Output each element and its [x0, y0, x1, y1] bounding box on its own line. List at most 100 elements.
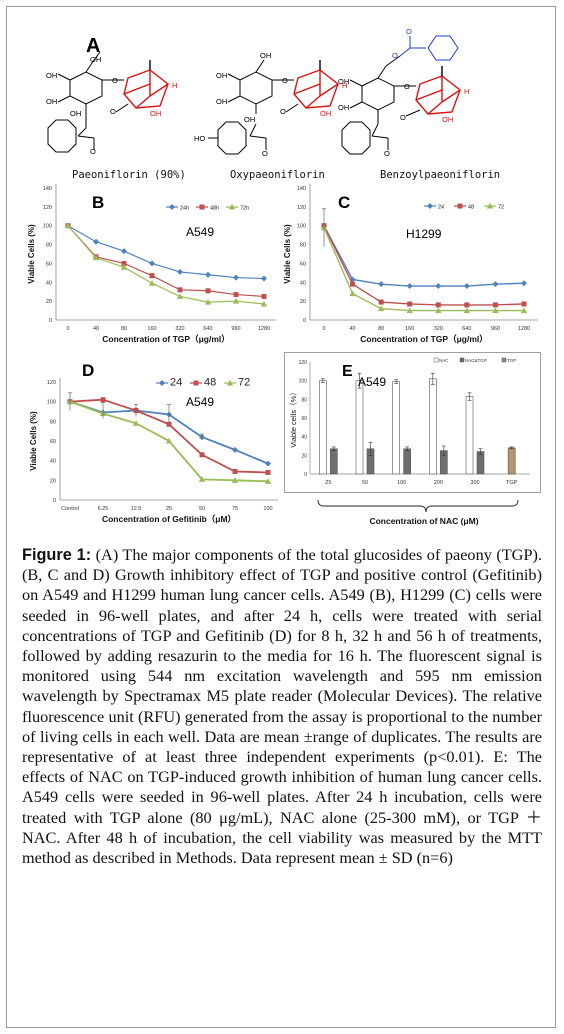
data-point: [261, 275, 267, 282]
data-point: [260, 300, 268, 307]
data-point: [265, 460, 271, 467]
y-axis-label: Viable cells（%）: [289, 388, 298, 447]
legend-label: 72: [498, 205, 504, 211]
chart-e: 0 20 40 60 80 100 120 25 50 100 200 300 TGP Viable ce…: [284, 352, 541, 526]
caption-text: (A) The major components of the total gl…: [22, 545, 542, 868]
x-tick-label: 320: [434, 326, 443, 332]
x-axis-label: Concentration of TGP（μg/ml）: [102, 334, 230, 344]
atom-label: HO: [194, 134, 205, 143]
x-axis-label: Concentration of TGP（μg/ml）: [360, 334, 488, 344]
data-point: [232, 468, 238, 474]
data-point: [261, 293, 267, 299]
data-point: [231, 477, 239, 483]
data-point: [176, 293, 184, 299]
panel-a-structures: A OH OH OH OH O OH H O O: [46, 27, 500, 181]
legend-label: 24: [438, 205, 444, 211]
legend-label: TGP: [507, 358, 516, 363]
legend-marker: [199, 204, 205, 210]
x-tick-label: 1280: [258, 326, 270, 332]
structure-oxypaeoniflorin: [208, 59, 286, 155]
legend-marker: [228, 203, 236, 210]
atom-label: O: [262, 149, 268, 158]
x-tick-label: 160: [405, 326, 414, 332]
atom-label: O: [90, 147, 96, 156]
data-point: [149, 273, 155, 279]
legend-label: 48: [468, 205, 474, 211]
series-line: [67, 225, 265, 298]
data-point: [521, 280, 527, 287]
x-tick-label: 640: [203, 326, 212, 332]
legend-marker: [226, 379, 234, 386]
data-point: [121, 260, 127, 266]
atom-label: OH: [260, 51, 271, 60]
atom-label: OH: [244, 115, 255, 124]
y-tick-label: 0: [303, 318, 306, 324]
figure-frame: [6, 6, 556, 1028]
atom-label: OH: [338, 103, 349, 112]
y-tick-label: 80: [46, 243, 52, 249]
data-point: [232, 446, 238, 453]
y-tick-label: 60: [300, 261, 306, 267]
atom-label: O: [406, 27, 412, 36]
panel-letter: B: [92, 193, 104, 212]
x-tick-label: 960: [491, 326, 500, 332]
bar: [330, 448, 338, 475]
atom-label: OH: [320, 109, 331, 118]
legend-swatch: [501, 357, 507, 363]
bar: [319, 380, 327, 475]
y-tick-label: 80: [50, 419, 56, 425]
data-point: [463, 283, 470, 290]
y-tick-label: 0: [49, 318, 52, 324]
data-point: [265, 469, 271, 475]
series-line: [67, 225, 265, 280]
legend-label: 48h: [210, 206, 219, 212]
x-tick-label: 0: [66, 326, 69, 332]
legend-marker: [486, 202, 494, 209]
y-tick-label: 120: [299, 360, 308, 366]
y-tick-label: 120: [297, 205, 306, 211]
legend-swatch: [459, 357, 465, 363]
y-tick-label: 140: [297, 186, 306, 192]
y-tick-label: 100: [47, 400, 56, 406]
data-point: [521, 301, 527, 307]
atom-label: O: [110, 107, 116, 116]
data-point: [464, 302, 470, 308]
x-axis-label: Concentration of NAC (μM): [369, 516, 478, 526]
legend-marker: [457, 203, 463, 209]
cell-line-label: A549: [186, 395, 214, 409]
data-point: [492, 302, 498, 308]
x-tick-label: 40: [350, 326, 356, 332]
x-tick-label: 100: [397, 480, 406, 486]
y-tick-label: 60: [50, 439, 56, 445]
atom-label: OH: [216, 71, 227, 80]
x-tick-label: 200: [434, 480, 443, 486]
panel-a-letter: A: [86, 35, 100, 57]
series-line: [323, 227, 524, 312]
data-point: [205, 271, 211, 278]
x-tick-label: 80: [378, 326, 384, 332]
data-point: [132, 420, 140, 426]
data-point: [406, 283, 413, 290]
x-tick-label: 12.5: [131, 506, 142, 512]
bar: [403, 448, 411, 475]
legend-marker: [159, 380, 165, 386]
bar: [465, 396, 474, 475]
legend-label: NAC: [439, 358, 449, 363]
series-line: [323, 225, 525, 306]
data-point: [93, 238, 99, 245]
x-tick-label: 160: [147, 326, 156, 332]
bar: [476, 451, 485, 475]
data-point: [199, 452, 205, 458]
legend-marker: [193, 380, 199, 386]
x-tick-label: 320: [175, 326, 184, 332]
y-tick-label: 0: [304, 472, 307, 478]
y-axis-label: Viable Cells (%): [283, 224, 292, 284]
atom-label: OH: [150, 109, 161, 118]
chart-d: 0 20 40 60 80 100 120 Control 6.25 12.5 25 50 75 100 V…: [29, 361, 278, 524]
atom-label: OH: [46, 97, 57, 106]
y-tick-label: 20: [50, 478, 56, 484]
data-point: [121, 248, 127, 255]
atom-label: OH: [442, 115, 453, 124]
y-tick-label: 100: [297, 224, 306, 230]
data-point: [378, 281, 385, 288]
